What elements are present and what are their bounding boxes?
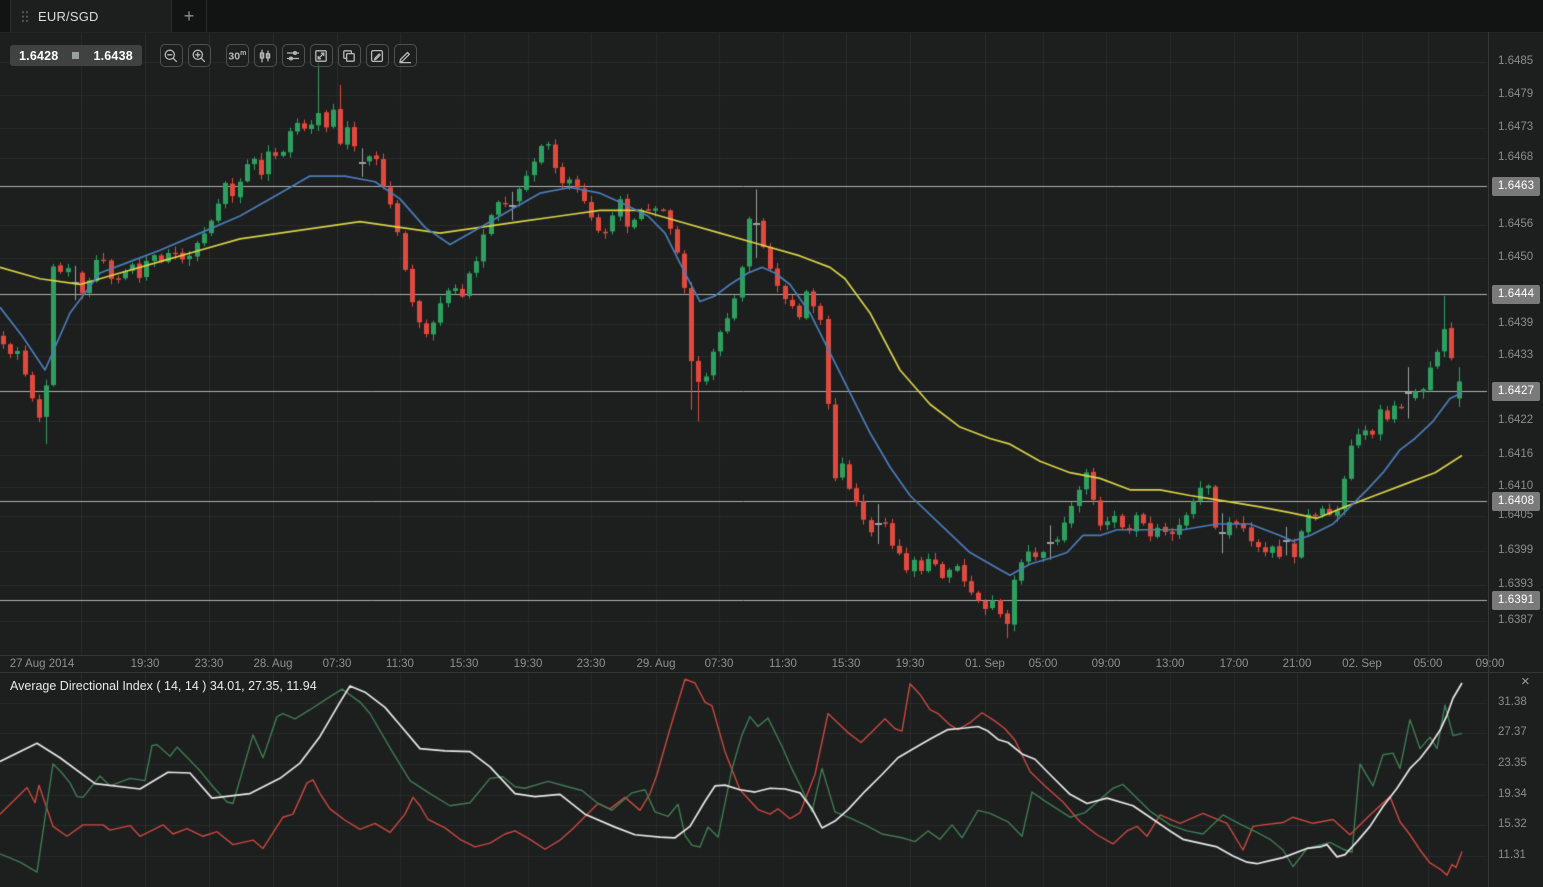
price-level-badge: 1.6391 bbox=[1492, 590, 1540, 610]
bid-price[interactable]: 1.6428 bbox=[19, 48, 59, 63]
price-tick-label: 1.6450 bbox=[1498, 251, 1534, 263]
chart-expand-button[interactable] bbox=[309, 44, 333, 67]
time-tick-label: 01. Sep bbox=[965, 658, 1005, 670]
tab-bar: EUR/SGD + bbox=[0, 0, 1543, 33]
indicator-tick-label: 23.35 bbox=[1498, 757, 1527, 769]
time-tick-label: 13:00 bbox=[1155, 658, 1185, 670]
candlestick-icon bbox=[260, 49, 271, 62]
time-tick-label: 07:30 bbox=[704, 658, 734, 670]
draw-button[interactable] bbox=[393, 44, 417, 67]
zoom-in-button[interactable] bbox=[187, 44, 211, 67]
price-tick-label: 1.6439 bbox=[1498, 317, 1534, 329]
indicator-tick-label: 15.32 bbox=[1498, 818, 1527, 830]
copy-icon bbox=[343, 49, 356, 62]
adx-indicator-canvas[interactable] bbox=[0, 673, 1488, 887]
zoom-out-button[interactable] bbox=[159, 44, 183, 67]
time-tick-label: 07:30 bbox=[322, 658, 352, 670]
price-tick-label: 1.6479 bbox=[1498, 88, 1534, 100]
time-tick-label: 11:30 bbox=[386, 658, 414, 670]
price-chart-canvas[interactable] bbox=[0, 32, 1488, 673]
indicator-close-icon[interactable]: × bbox=[1521, 673, 1530, 690]
spread-square-icon bbox=[72, 52, 80, 59]
plus-icon: + bbox=[183, 5, 195, 26]
zoom-out-icon bbox=[164, 49, 178, 62]
tab-eur-sgd[interactable]: EUR/SGD bbox=[10, 0, 172, 32]
price-tick-label: 1.6399 bbox=[1498, 544, 1534, 556]
price-tick-label: 1.6410 bbox=[1498, 480, 1534, 492]
price-tick-label: 1.6405 bbox=[1498, 509, 1534, 521]
time-tick-label: 19:30 bbox=[895, 658, 925, 670]
bid-ask-spread-widget[interactable]: 1.6428 1.6438 bbox=[10, 45, 142, 66]
price-level-badge: 1.6427 bbox=[1492, 381, 1540, 401]
tab-label: EUR/SGD bbox=[38, 8, 99, 24]
edit-button[interactable] bbox=[365, 44, 389, 67]
indicator-settings-button[interactable] bbox=[281, 44, 305, 67]
duplicate-button[interactable] bbox=[337, 44, 361, 67]
indicator-tick-label: 19.34 bbox=[1498, 788, 1527, 800]
price-tick-label: 1.6387 bbox=[1498, 614, 1534, 626]
price-tick-label: 1.6456 bbox=[1498, 218, 1534, 230]
price-tick-label: 1.6393 bbox=[1498, 578, 1534, 590]
time-tick-label: 19:30 bbox=[513, 658, 543, 670]
price-level-badge: 1.6444 bbox=[1492, 284, 1540, 304]
time-tick-label: 05:00 bbox=[1413, 658, 1443, 670]
edit-icon bbox=[371, 49, 384, 62]
price-axis[interactable]: 1.6485 1.6479 1.6473 1.6468 1.6456 1.6450 1.64… bbox=[1488, 32, 1543, 887]
timeframe-label: 30m bbox=[228, 49, 247, 62]
pane-divider bbox=[0, 672, 1543, 673]
time-axis[interactable]: 27 Aug 2014 19:30 23:30 28. Aug 07:30 11:30 15… bbox=[0, 655, 1504, 673]
time-tick-label: 19:30 bbox=[130, 658, 160, 670]
price-tick-label: 1.6433 bbox=[1498, 349, 1534, 361]
indicator-title: Average Directional Index ( 14, 14 ) 34.… bbox=[10, 679, 317, 693]
time-tick-label: 11:30 bbox=[769, 658, 797, 670]
time-tick-label: 27 Aug 2014 bbox=[9, 658, 75, 670]
time-tick-label: 23:30 bbox=[194, 658, 224, 670]
tab-drag-handle-icon[interactable] bbox=[21, 9, 29, 23]
time-tick-label: 21:00 bbox=[1282, 658, 1312, 670]
price-tick-label: 1.6485 bbox=[1498, 55, 1534, 67]
time-tick-label: 28. Aug bbox=[253, 658, 293, 670]
time-tick-label: 15:30 bbox=[831, 658, 861, 670]
expand-chart-icon bbox=[315, 49, 328, 62]
price-level-badge: 1.6463 bbox=[1492, 176, 1540, 196]
time-tick-label: 05:00 bbox=[1028, 658, 1058, 670]
indicator-tick-label: 31.38 bbox=[1498, 696, 1527, 708]
indicator-tick-label: 11.31 bbox=[1498, 849, 1526, 861]
price-tick-label: 1.6422 bbox=[1498, 414, 1534, 426]
time-tick-label: 09:00 bbox=[1091, 658, 1121, 670]
price-tick-label: 1.6473 bbox=[1498, 121, 1534, 133]
time-tick-label: 09:00 bbox=[1475, 658, 1505, 670]
ask-price[interactable]: 1.6438 bbox=[93, 48, 133, 63]
price-tick-label: 1.6416 bbox=[1498, 448, 1534, 460]
zoom-in-icon bbox=[192, 49, 206, 62]
sliders-icon bbox=[287, 50, 300, 61]
new-tab-button[interactable]: + bbox=[172, 0, 207, 32]
time-tick-label: 17:00 bbox=[1219, 658, 1249, 670]
time-tick-label: 02. Sep bbox=[1342, 658, 1382, 670]
time-tick-label: 15:30 bbox=[449, 658, 479, 670]
time-tick-label: 29. Aug bbox=[636, 658, 676, 670]
chart-toolbar: 1.6428 1.6438 30m bbox=[10, 44, 422, 67]
chart-style-button[interactable] bbox=[253, 44, 277, 67]
pencil-icon bbox=[399, 51, 412, 63]
price-level-badge: 1.6408 bbox=[1492, 491, 1540, 511]
time-tick-label: 23:30 bbox=[576, 658, 606, 670]
indicator-tick-label: 27.37 bbox=[1498, 726, 1527, 738]
price-tick-label: 1.6468 bbox=[1498, 151, 1534, 163]
timeframe-button[interactable]: 30m bbox=[225, 44, 249, 67]
